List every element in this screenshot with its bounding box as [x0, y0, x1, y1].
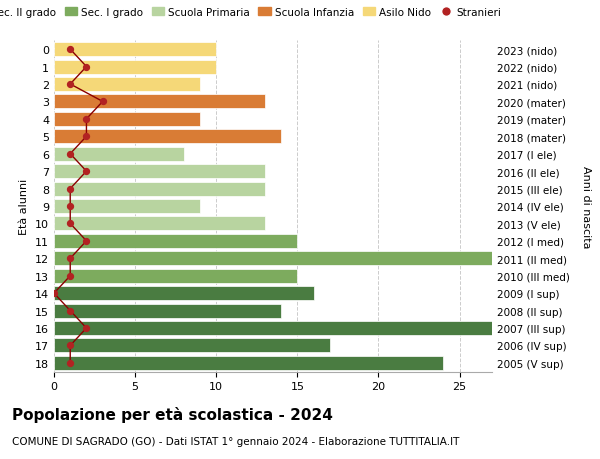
Bar [54, 286, 314, 301]
Legend: Sec. II grado, Sec. I grado, Scuola Primaria, Scuola Infanzia, Asilo Nido, Stran: Sec. II grado, Sec. I grado, Scuola Prim… [0, 4, 505, 22]
Bar [54, 95, 265, 109]
Point [65, 81, 75, 89]
Bar [54, 130, 281, 144]
Point [65, 255, 75, 263]
Bar [54, 61, 216, 74]
Bar [54, 269, 298, 283]
Point [65, 203, 75, 210]
Bar [54, 43, 216, 57]
Point [65, 185, 75, 193]
Point [65, 151, 75, 158]
Bar [54, 321, 508, 335]
Bar [54, 200, 200, 213]
Bar [54, 217, 265, 231]
Bar [54, 182, 265, 196]
Point [65, 46, 75, 54]
Bar [54, 356, 443, 370]
Point [82, 325, 91, 332]
Point [82, 238, 91, 245]
Bar [54, 235, 298, 248]
Point [82, 64, 91, 71]
Y-axis label: Età alunni: Età alunni [19, 179, 29, 235]
Y-axis label: Anni di nascita: Anni di nascita [581, 165, 591, 248]
Bar [54, 304, 281, 318]
Bar [54, 252, 508, 266]
Bar [54, 78, 200, 92]
Text: Popolazione per età scolastica - 2024: Popolazione per età scolastica - 2024 [12, 406, 333, 422]
Point [65, 342, 75, 349]
Point [82, 116, 91, 123]
Bar [54, 339, 330, 353]
Point [65, 273, 75, 280]
Point [49, 290, 59, 297]
Bar [54, 147, 184, 161]
Bar [54, 112, 200, 127]
Point [82, 133, 91, 140]
Text: COMUNE DI SAGRADO (GO) - Dati ISTAT 1° gennaio 2024 - Elaborazione TUTTITALIA.IT: COMUNE DI SAGRADO (GO) - Dati ISTAT 1° g… [12, 436, 460, 446]
Bar [54, 165, 265, 179]
Point [82, 168, 91, 175]
Point [65, 307, 75, 314]
Point [65, 220, 75, 228]
Point [65, 359, 75, 367]
Point [98, 99, 107, 106]
